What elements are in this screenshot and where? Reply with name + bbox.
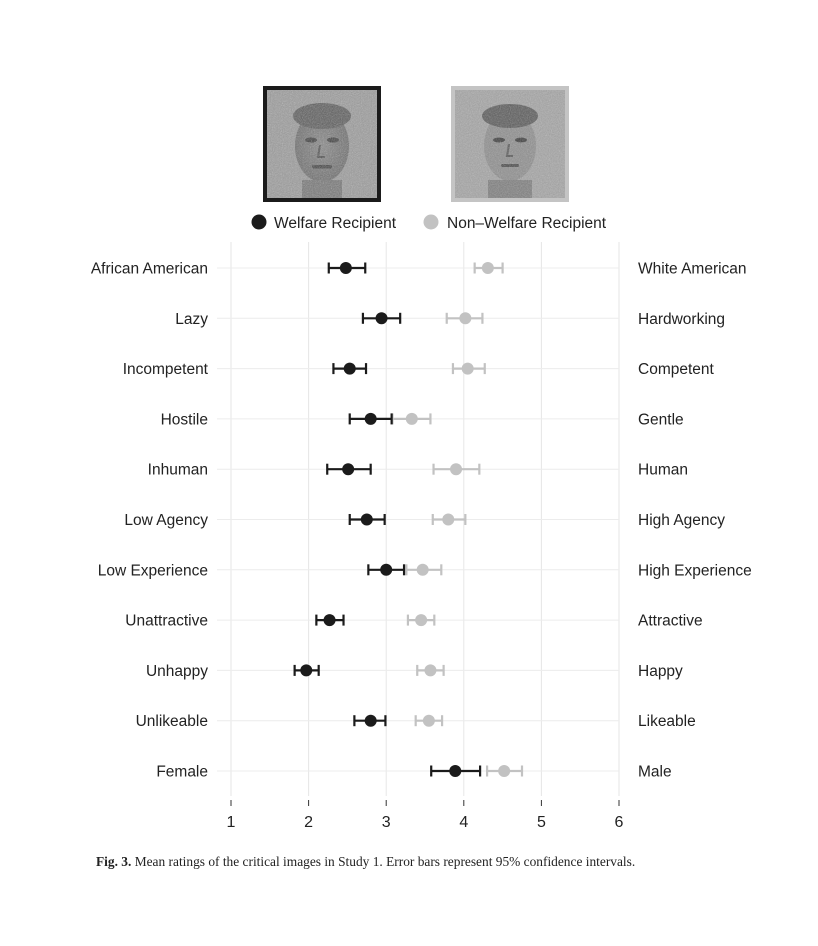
right-category-label: Gentle [638, 411, 684, 428]
series-non-welfare-recipient [391, 262, 524, 777]
data-point [481, 262, 494, 274]
data-point [498, 765, 511, 777]
right-category-label: Hardworking [638, 311, 725, 328]
x-tick-label: 5 [537, 814, 546, 831]
data-point [300, 664, 313, 677]
left-category-label: African American [91, 261, 208, 278]
left-category-label: Low Agency [124, 512, 208, 529]
data-point [461, 362, 474, 375]
data-point [415, 614, 428, 627]
right-category-label: Attractive [638, 613, 703, 630]
right-category-label: High Agency [638, 512, 725, 529]
figure-caption: Fig. 3. Mean ratings of the critical ima… [96, 853, 744, 870]
data-point [449, 765, 462, 777]
data-point [343, 362, 356, 375]
legend-label: Welfare Recipient [274, 215, 397, 232]
x-tick-label: 4 [459, 814, 468, 831]
left-category-label: Unhappy [146, 663, 208, 680]
x-tick-label: 2 [304, 814, 313, 831]
right-category-label: Male [638, 764, 672, 781]
caption-label: Fig. 3. [96, 854, 132, 869]
x-tick-label: 1 [227, 814, 236, 831]
grid-lines [217, 242, 620, 796]
data-point [442, 513, 455, 526]
data-point [380, 563, 393, 576]
data-point [323, 614, 336, 627]
data-point [459, 312, 472, 325]
data-point [342, 463, 355, 476]
left-category-label: Incompetent [123, 361, 209, 378]
right-category-labels: White American Hardworking Competent Gentle… [638, 261, 752, 781]
legend-label: Non–Welfare Recipient [447, 215, 607, 232]
left-category-label: Inhuman [148, 462, 208, 479]
caption-text: Mean ratings of the critical images in S… [134, 854, 636, 869]
data-point [424, 664, 437, 677]
right-category-label: White American [638, 261, 747, 278]
left-category-label: Lazy [175, 311, 208, 328]
left-category-label: Female [156, 764, 208, 781]
left-category-label: Unattractive [125, 613, 208, 630]
x-tick-label: 3 [382, 814, 391, 831]
x-axis: 1 2 3 4 5 6 [227, 800, 624, 831]
data-point [360, 513, 373, 526]
data-point [422, 714, 435, 727]
left-category-labels: African American Lazy Incompetent Hostile In… [91, 261, 209, 781]
dot-plot-chart: Welfare Recipient Non–Welfare Recipient 1… [91, 214, 752, 831]
legend: Welfare Recipient Non–Welfare Recipient [251, 214, 607, 232]
right-category-label: High Experience [638, 562, 752, 579]
data-point [450, 463, 463, 476]
legend-marker [423, 214, 439, 230]
non-welfare-recipient-face-image [451, 86, 569, 202]
left-category-label: Low Experience [98, 562, 208, 579]
x-tick-label: 6 [615, 814, 624, 831]
data-point [339, 262, 352, 274]
data-point [416, 563, 429, 576]
left-category-label: Hostile [161, 411, 208, 428]
data-point [364, 412, 377, 425]
data-point [405, 412, 418, 425]
legend-marker [251, 214, 267, 230]
welfare-recipient-face-image [263, 86, 381, 202]
right-category-label: Likeable [638, 713, 696, 730]
right-category-label: Happy [638, 663, 683, 680]
right-category-label: Human [638, 462, 688, 479]
series-marks [293, 262, 524, 777]
data-point [364, 714, 377, 727]
series-welfare-recipient [293, 262, 482, 777]
left-category-label: Unlikeable [136, 713, 208, 730]
data-point [375, 312, 388, 325]
right-category-label: Competent [638, 361, 715, 378]
